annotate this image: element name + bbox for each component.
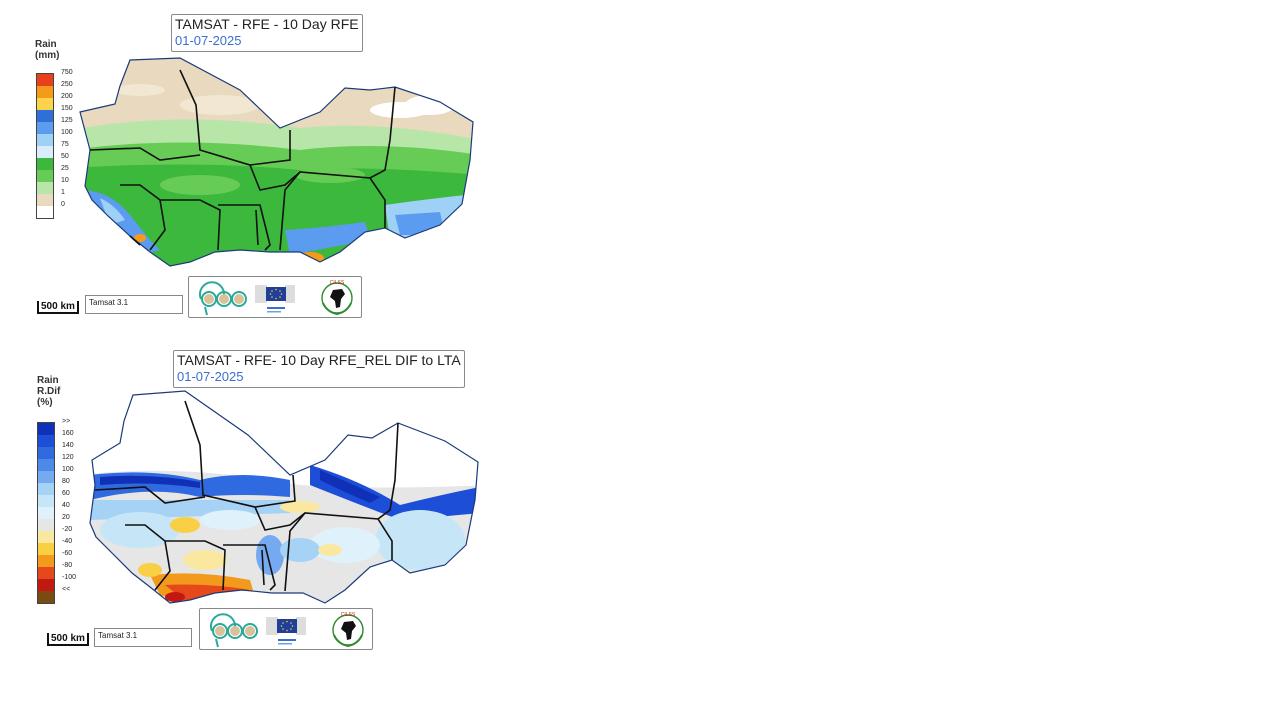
legend-label: -60 <box>62 550 73 557</box>
legend-label: 150 <box>61 105 73 112</box>
legend-label: 0 <box>61 201 65 208</box>
map-title: TAMSAT - RFE- 10 Day RFE_REL DIF to LTA <box>177 352 461 368</box>
legend-title: Rain (mm) <box>35 39 59 61</box>
legend-swatch <box>37 86 53 98</box>
anomaly-legend-bar <box>37 422 55 604</box>
legend-label: 200 <box>61 93 73 100</box>
legend-swatch <box>37 74 53 86</box>
legend-swatch <box>38 519 54 531</box>
cilss-logo: CILSS <box>321 280 353 316</box>
legend-swatch <box>38 579 54 591</box>
rainfall-legend-bar <box>36 73 54 219</box>
legend-label: 20 <box>62 514 70 521</box>
legend-label: 25 <box>61 165 69 172</box>
legend-swatch <box>37 182 53 194</box>
legend-swatch <box>37 134 53 146</box>
legend-swatch <box>38 495 54 507</box>
legend-swatch <box>38 507 54 519</box>
legend-title-line: Rain <box>35 39 57 50</box>
legend-label: 250 <box>61 81 73 88</box>
legend-swatch <box>37 110 53 122</box>
legend-label: 100 <box>62 466 74 473</box>
legend-swatch <box>38 435 54 447</box>
cilss-logo-text: CILSS <box>330 280 345 286</box>
legend-swatch <box>37 98 53 110</box>
legend-swatch <box>38 447 54 459</box>
legend-label: 120 <box>62 454 74 461</box>
source-label: Tamsat 3.1 <box>85 295 183 314</box>
legend-swatch <box>37 146 53 158</box>
cilss-logo: CILSS <box>332 612 364 648</box>
map-date: 01-07-2025 <box>175 33 242 48</box>
legend-swatch <box>37 122 53 134</box>
anomaly-map <box>89 390 479 604</box>
legend-label: -100 <box>62 574 77 581</box>
legend-label: 100 <box>61 129 73 136</box>
partner-logos: CILSS <box>199 608 373 650</box>
legend-title-line: Rain <box>37 375 59 386</box>
legend-swatch <box>37 206 53 218</box>
legend-label: 750 <box>61 69 73 76</box>
legend-label: 60 <box>62 490 70 497</box>
legend-swatch <box>38 471 54 483</box>
legend-label: 50 <box>61 153 69 160</box>
legend-label: -20 <box>62 526 73 533</box>
legend-swatch <box>38 567 54 579</box>
map-title: TAMSAT - RFE - 10 Day RFE <box>175 16 359 32</box>
legend-swatch <box>38 555 54 567</box>
legend-label: << <box>62 586 71 593</box>
legend-title-line: (mm) <box>35 50 60 61</box>
rainfall-map-panel: Rain (mm) 750 250 200 150 125 100 75 50 25 10 1 0 <box>0 0 500 330</box>
legend-swatch <box>37 158 53 170</box>
source-label: Tamsat 3.1 <box>94 628 192 647</box>
eu-logo <box>255 285 295 313</box>
legend-swatch <box>38 531 54 543</box>
legend-title-line: (%) <box>37 397 53 408</box>
legend-label: 80 <box>62 478 70 485</box>
map-title-box: TAMSAT - RFE- 10 Day RFE_REL DIF to LTA … <box>173 350 465 388</box>
anomaly-map-panel: Rain R.Dif (%) >> 160 140 120 100 80 60 40 20 -20… <box>0 335 500 665</box>
legend-label: -40 <box>62 538 73 545</box>
legend-label: >> <box>62 418 71 425</box>
legend-label: 125 <box>61 117 73 124</box>
scale-bar: 500 km <box>37 301 79 314</box>
scale-bar: 500 km <box>47 633 89 646</box>
rainfall-map <box>79 57 474 267</box>
legend-title: Rain R.Dif (%) <box>37 375 60 408</box>
legend-swatch <box>37 170 53 182</box>
legend-label: -80 <box>62 562 73 569</box>
legend-swatch <box>38 483 54 495</box>
legend-label: 140 <box>62 442 74 449</box>
legend-swatch <box>38 423 54 435</box>
legend-label: 75 <box>61 141 69 148</box>
legend-label: 160 <box>62 430 74 437</box>
legend-label: 1 <box>61 189 65 196</box>
aco-logo <box>210 613 258 648</box>
eu-logo <box>266 617 306 645</box>
map-date: 01-07-2025 <box>177 369 244 384</box>
legend-swatch <box>37 194 53 206</box>
legend-title-line: R.Dif <box>37 386 61 397</box>
legend-swatch <box>38 543 54 555</box>
legend-swatch <box>38 591 54 603</box>
partner-logos: CILSS <box>188 276 362 318</box>
map-title-box: TAMSAT - RFE - 10 Day RFE 01-07-2025 <box>171 14 363 52</box>
cilss-logo-text: CILSS <box>341 612 356 618</box>
legend-label: 10 <box>61 177 69 184</box>
aco-logo <box>199 281 247 316</box>
legend-label: 40 <box>62 502 70 509</box>
legend-swatch <box>38 459 54 471</box>
